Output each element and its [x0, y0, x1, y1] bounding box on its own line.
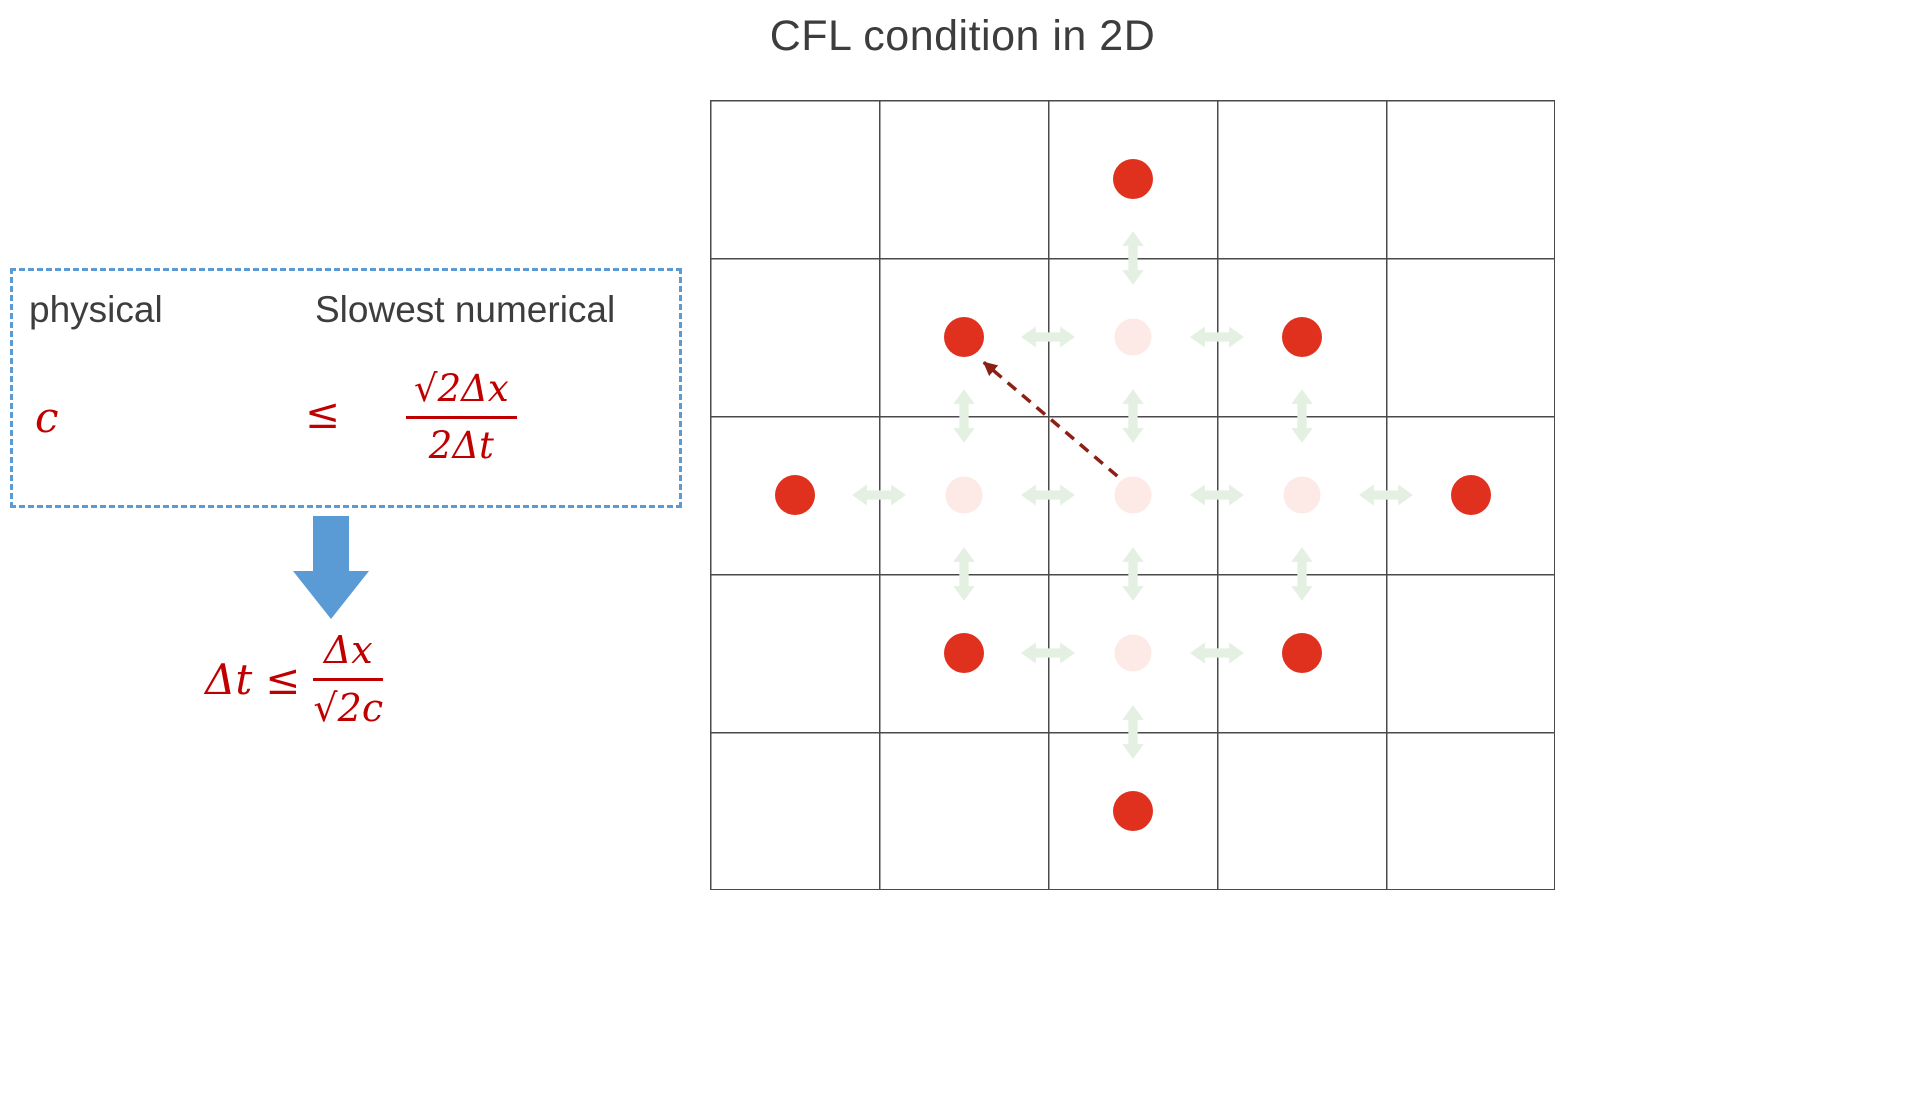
fraction-numerator: Δx [313, 628, 384, 681]
label-slowest-numerical: Slowest numerical [315, 289, 616, 330]
ghost-dot [1114, 476, 1151, 514]
signal-dot [1112, 791, 1153, 831]
exchange-arrow-icon [851, 482, 907, 508]
page-title: CFL condition in 2D [769, 12, 1156, 60]
exchange-arrow-icon [951, 546, 977, 602]
ghost-dot [1114, 318, 1151, 356]
ghost-dot [1283, 476, 1320, 514]
exchange-arrow-icon [1120, 546, 1146, 602]
exchange-arrow-icon [1189, 482, 1245, 508]
exchange-arrow-icon [1289, 388, 1315, 444]
exchange-arrow-icon [1020, 482, 1076, 508]
exchange-arrow-icon [1120, 704, 1146, 760]
signal-dot [1281, 633, 1322, 673]
fraction-denominator: 2Δt [428, 424, 494, 467]
exchange-arrow-icon [1120, 388, 1146, 444]
ghost-dot [1114, 634, 1151, 672]
signal-dot [943, 317, 984, 357]
exchange-arrow-icon [1020, 640, 1076, 666]
diagonal-propagation-line [982, 360, 1119, 478]
inequality-sign: ≤ [305, 389, 341, 438]
timestep-formula: Δt ≤ Δx √2c [205, 628, 384, 730]
computational-grid [710, 100, 1555, 890]
fraction-denominator: √2c [313, 686, 384, 730]
ghost-dot [945, 476, 982, 514]
physical-speed-symbol: c [35, 393, 59, 442]
exchange-arrow-icon [1189, 324, 1245, 350]
label-physical: physical [29, 289, 163, 330]
implication-arrow-icon [293, 516, 369, 619]
numerical-speed-fraction: √2Δx 2Δt [406, 367, 517, 467]
exchange-arrow-icon [1358, 482, 1414, 508]
signal-dot [1281, 317, 1322, 357]
implication-arrow-shape [293, 516, 369, 619]
exchange-arrow-icon [1289, 546, 1315, 602]
timestep-fraction: Δx √2c [313, 628, 384, 730]
formula-comparison-box: physical Slowest numerical c ≤ √2Δx 2Δt [10, 268, 682, 508]
inequality-sign: ≤ [265, 654, 301, 704]
timestep-symbol: Δt [205, 654, 253, 704]
exchange-arrow-icon [1189, 640, 1245, 666]
signal-dot [943, 633, 984, 673]
signal-dot [774, 475, 815, 515]
exchange-arrow-icon [951, 388, 977, 444]
exchange-arrow-icon [1120, 230, 1146, 286]
exchange-arrow-icon [1020, 324, 1076, 350]
fraction-numerator: √2Δx [406, 367, 517, 419]
signal-dot [1112, 159, 1153, 199]
signal-dot [1450, 475, 1491, 515]
